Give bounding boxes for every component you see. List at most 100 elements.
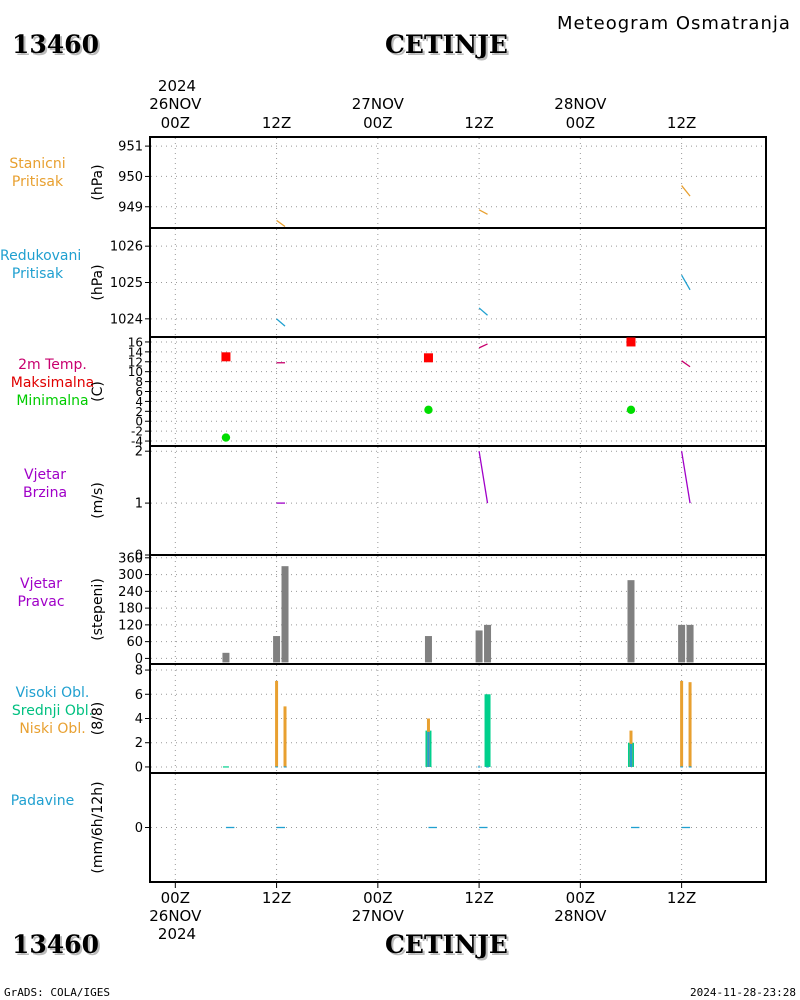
cloud-bar-high	[629, 743, 633, 767]
temperature-ytick-label: 10	[128, 365, 143, 379]
temperature-ytick-label: 16	[128, 335, 143, 349]
direction-bar	[627, 580, 635, 663]
station_pressure-ytick-label: 951	[118, 140, 143, 155]
direction-bar	[484, 624, 492, 663]
temperature-panel-frame	[149, 336, 767, 447]
direction-bar	[475, 630, 483, 663]
top-time-label: 12Z	[666, 114, 697, 132]
temperature-ytick-label: 2	[135, 405, 143, 419]
footer-station-name: CETINJE	[385, 930, 508, 959]
station_pressure-line-segment	[681, 185, 691, 197]
bottom-time-label: 12Z	[464, 889, 494, 907]
precip-ytick-label: 0	[135, 821, 143, 836]
temperature-ytick-label: 0	[135, 415, 143, 429]
precip-unit-label: (mm/6h/12h)	[90, 781, 106, 873]
temperature-ytick-label: 6	[135, 385, 143, 399]
minimum-marker	[424, 405, 433, 415]
top-time-label: 12Z	[261, 114, 292, 132]
cloud-bar-low	[680, 680, 684, 767]
station_pressure-line-segment	[276, 219, 286, 228]
wind_speed-unit-label: (m/s)	[90, 482, 106, 519]
station_pressure-line-segment	[478, 209, 488, 215]
cloud-bar-high	[275, 766, 278, 768]
bottom-date-label: 28NOV	[554, 907, 607, 925]
maximum-marker	[221, 352, 231, 362]
bottom-date-label: 26NOV	[149, 907, 202, 925]
cloud-bar-high	[283, 766, 287, 768]
maximum-marker	[626, 337, 636, 347]
temperature-ytick-label: 8	[135, 375, 143, 389]
temperature-line-segment	[478, 343, 488, 349]
cloud-bar-mid	[222, 766, 229, 768]
minimum-marker	[221, 433, 231, 442]
footer-station-id: 13460	[12, 930, 99, 959]
station-id: 13460	[12, 30, 99, 59]
reduced_pressure-line-segment	[276, 318, 286, 327]
clouds-label: Visoki Obl. Srednji Obl. Niski Obl.	[11, 685, 94, 737]
reduced_pressure-unit-label: (hPa)	[90, 264, 106, 300]
source-credit: GrADS: COLA/IGES	[4, 986, 110, 999]
top-date-label: 27NOV	[351, 95, 404, 113]
temperature-ytick-label: 14	[128, 345, 143, 359]
wind_speed-line-segment	[478, 451, 489, 504]
temperature-ytick-label: 12	[128, 355, 143, 369]
clouds-ytick-label: 0	[135, 760, 143, 775]
station_pressure-ytick-label: 949	[118, 200, 143, 215]
temperature-ytick-label: -2	[131, 425, 143, 439]
bottom-time-label: 12Z	[261, 889, 292, 907]
cloud-bar-high	[486, 766, 489, 768]
wind_direction-ytick-label: 300	[118, 568, 143, 583]
reduced-pressure-label: Redukovani Pritisak	[0, 248, 82, 282]
direction-bar	[222, 652, 230, 663]
wind_speed-panel-frame	[149, 445, 767, 556]
station_pressure-panel-frame	[149, 136, 767, 229]
wind-speed-label: Vjetar Brzina	[22, 467, 68, 501]
wind_speed-ytick-label: 1	[135, 497, 143, 512]
wind_speed-ytick-label: 2	[135, 445, 143, 460]
wind_speed-line-segment	[680, 451, 691, 504]
clouds-panel-frame	[149, 663, 767, 774]
top-time-label: 00Z	[160, 114, 190, 132]
precip-panel-frame	[149, 772, 767, 883]
wind_direction-unit-label: (stepeni)	[90, 578, 106, 641]
reduced_pressure-line-segment	[478, 307, 488, 316]
reduced_pressure-line-segment	[681, 274, 691, 291]
maximum-marker	[423, 353, 433, 363]
station_pressure-unit-label: (hPa)	[90, 164, 106, 200]
clouds-ytick-label: 8	[135, 664, 143, 679]
station-pressure-label: Stanicni Pritisak	[9, 156, 66, 190]
wind_direction-ytick-label: 0	[135, 652, 143, 667]
direction-bar	[281, 566, 289, 663]
cloud-bar-high	[477, 766, 481, 768]
direction-bar	[273, 636, 281, 663]
temperature-ytick-label: 4	[135, 395, 143, 409]
temperature-label: 2m Temp. Maksimalna Minimalna	[10, 357, 95, 409]
cloud-bar-high	[427, 731, 430, 767]
precip-label: Padavine	[10, 793, 75, 809]
wind-direction-label: Vjetar Pravac	[17, 576, 65, 610]
cloud-bar-high	[688, 766, 692, 768]
cloud-bar-low	[275, 680, 279, 767]
temperature-line-segment	[681, 360, 691, 368]
clouds-ytick-label: 4	[135, 712, 143, 727]
temperature-unit-label: (C)	[90, 381, 106, 402]
top-date-label: 28NOV	[554, 95, 607, 113]
bottom-time-label: 00Z	[565, 889, 596, 907]
wind_direction-ytick-label: 360	[118, 551, 143, 566]
reduced_pressure-ytick-label: 1024	[110, 312, 143, 327]
wind_direction-ytick-label: 240	[118, 585, 143, 600]
station_pressure-ytick-label: 950	[118, 170, 143, 185]
bottom-time-label: 00Z	[363, 889, 393, 907]
reduced_pressure-ytick-label: 1026	[110, 240, 143, 255]
cloud-bar-low	[688, 682, 692, 767]
cloud-bar-low	[283, 706, 287, 767]
direction-bar	[424, 636, 432, 663]
clouds-unit-label: (8/8)	[90, 702, 106, 735]
top-time-label: 00Z	[565, 114, 596, 132]
wind_direction-ytick-label: 180	[118, 602, 143, 617]
bottom-time-label: 00Z	[160, 889, 190, 907]
cloud-bar-mid	[484, 694, 491, 767]
direction-bar	[678, 624, 686, 663]
top-time-label: 00Z	[363, 114, 393, 132]
